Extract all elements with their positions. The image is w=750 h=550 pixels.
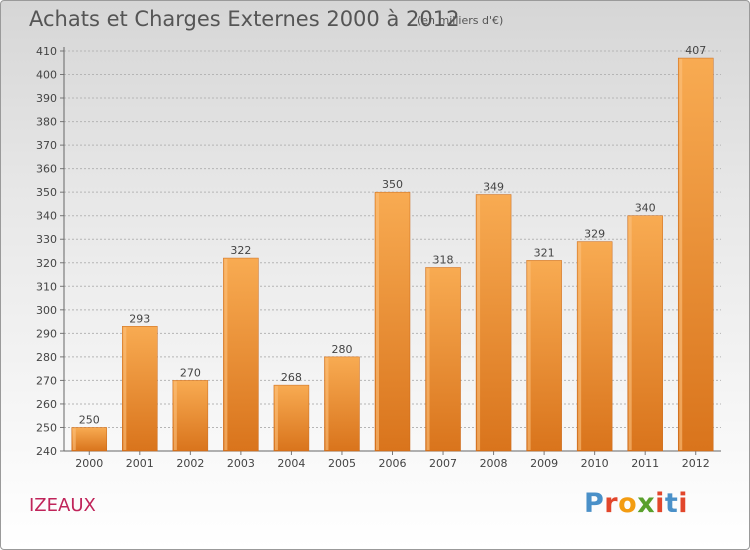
x-tick-label: 2003 [227,457,255,470]
bar [223,257,259,452]
x-tick-label: 2004 [277,457,305,470]
bar [627,215,663,452]
bar-highlight [274,386,278,450]
logo-letter: i [678,488,689,519]
bar-value-label: 293 [129,312,150,325]
y-tick-label: 310 [36,280,57,293]
x-tick-label: 2006 [379,457,407,470]
chart-title: Achats et Charges Externes 2000 à 2012 [29,7,460,31]
y-tick-label: 300 [36,304,57,317]
y-tick-label: 410 [36,45,57,58]
y-tick-label: 250 [36,421,57,434]
bar [71,427,108,452]
y-tick-label: 400 [36,69,57,82]
x-tick-label: 2002 [176,457,204,470]
y-tick-label: 360 [36,163,57,176]
bar-value-label: 340 [635,202,656,215]
bar-value-label: 250 [79,413,100,426]
x-tick-label: 2005 [328,457,356,470]
bar [425,267,461,452]
x-tick-label: 2012 [682,457,710,470]
bar [122,326,158,452]
bar-value-label: 329 [584,228,605,241]
bar [475,194,512,452]
place-name: IZEAUX [29,495,96,516]
bar-value-label: 318 [433,253,454,266]
x-tick-label: 2000 [75,457,103,470]
bar-highlight [527,261,531,450]
bar [172,380,209,452]
x-tick-label: 2008 [480,457,508,470]
bar-value-label: 349 [483,181,504,194]
bar-highlight [477,195,481,450]
bar [526,260,562,452]
bar-value-label: 280 [331,343,352,356]
y-tick-label: 330 [36,233,57,246]
y-tick-label: 270 [36,374,57,387]
y-tick-label: 340 [36,210,57,223]
bar [324,356,360,452]
bar-highlight [72,428,76,450]
logo-letter: t [664,488,679,519]
bar-highlight [224,259,228,450]
bar-value-label: 322 [230,244,251,257]
bar [273,384,310,452]
logo-letter: x [637,488,656,519]
bar-highlight [628,216,632,450]
bar-value-label: 268 [281,371,302,384]
logo-letter: o [618,488,638,519]
y-tick-label: 380 [36,116,57,129]
x-tick-label: 2001 [126,457,154,470]
bar-highlight [376,193,379,451]
bar-highlight [426,268,430,450]
bar-highlight [325,357,329,450]
bar-highlight [123,327,127,450]
bar [374,191,411,452]
logo-letter: P [584,488,605,519]
bar-value-label: 270 [180,366,201,379]
y-tick-label: 240 [36,445,57,458]
bar-value-label: 407 [685,44,706,57]
bar [677,57,714,452]
bar-highlight [578,242,582,450]
logo-letter: r [604,488,619,519]
proxiti-logo: Proxiti [584,488,688,519]
x-tick-label: 2009 [530,457,558,470]
bar-value-label: 350 [382,178,403,191]
bar-highlight [173,381,177,450]
unit-label: (en milliers d'€) [417,14,504,27]
logo-letter: i [655,488,665,519]
x-tick-label: 2010 [581,457,609,470]
y-tick-label: 260 [36,398,57,411]
y-tick-label: 370 [36,139,57,152]
bar-value-label: 321 [534,246,555,259]
y-tick-label: 320 [36,257,57,270]
y-tick-label: 290 [36,327,57,340]
bar-highlight [679,59,683,450]
bar [576,241,613,452]
y-tick-label: 280 [36,351,57,364]
x-tick-label: 2011 [631,457,659,470]
y-tick-label: 350 [36,186,57,199]
x-tick-label: 2007 [429,457,457,470]
y-tick-label: 390 [36,92,57,105]
